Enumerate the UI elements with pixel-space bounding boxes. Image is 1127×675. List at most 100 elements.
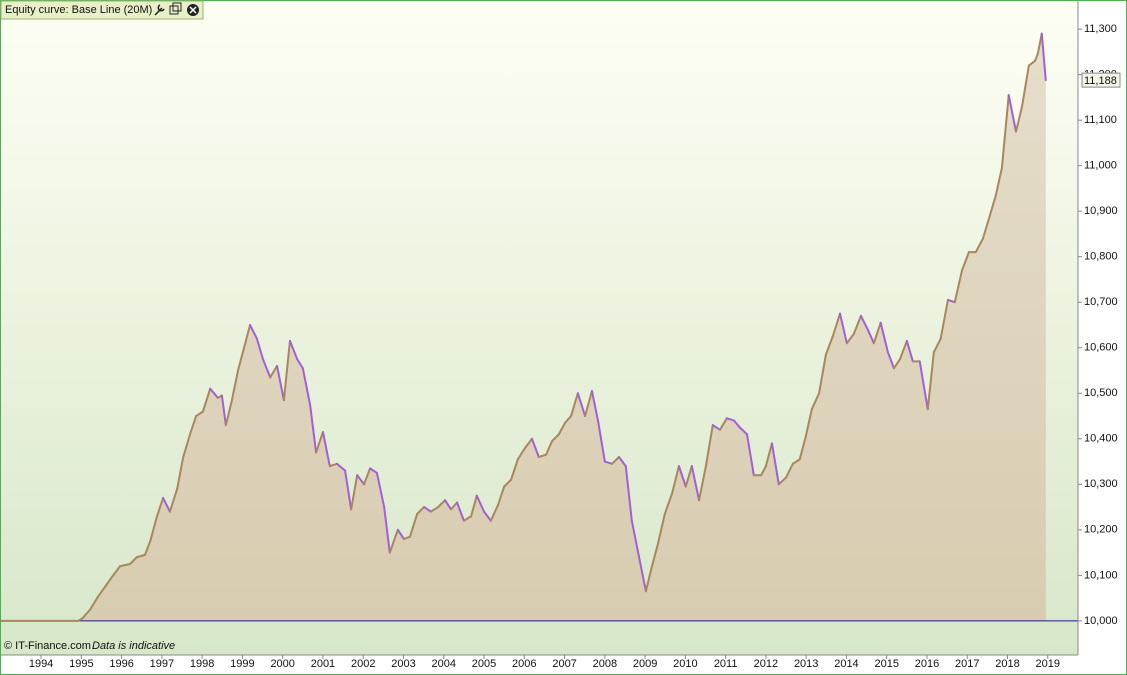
line-segment <box>243 323 252 349</box>
line-segment <box>563 415 573 424</box>
y-tick-label: 10,700 <box>1084 296 1118 308</box>
line-segment <box>918 360 929 411</box>
line-segment <box>770 442 780 486</box>
line-segment <box>946 298 956 304</box>
x-tick-label: 2019 <box>1036 658 1060 670</box>
line-segment <box>859 314 869 331</box>
y-tick-label: 11,000 <box>1084 160 1117 172</box>
line-segment <box>429 506 440 513</box>
line-segment <box>269 364 279 379</box>
line-segment <box>831 312 842 338</box>
line-segment <box>677 465 687 488</box>
x-tick-label: 2010 <box>673 658 697 670</box>
x-tick-label: 2001 <box>311 658 335 670</box>
line-segment <box>690 465 701 502</box>
line-segment <box>663 492 674 515</box>
line-segment <box>1021 64 1030 108</box>
line-segment <box>530 437 540 458</box>
line-segment <box>818 353 827 395</box>
line-segment <box>315 430 324 454</box>
x-tick-label: 1995 <box>69 658 93 670</box>
line-segment <box>396 528 405 540</box>
line-segment <box>638 556 647 593</box>
last-value-box <box>1081 72 1121 88</box>
line-segment <box>777 476 788 486</box>
line-segment <box>656 512 666 545</box>
line-segment <box>1007 94 1017 133</box>
line-segment <box>249 323 258 340</box>
line-segment <box>617 455 627 468</box>
line-segment <box>810 392 821 411</box>
settings-icon[interactable] <box>154 4 165 16</box>
line-segment <box>899 339 908 361</box>
line-segment <box>375 471 386 509</box>
line-segment <box>926 351 935 411</box>
line-segment <box>176 455 185 490</box>
y-tick-label: 10,800 <box>1084 251 1118 263</box>
line-segment <box>866 328 875 345</box>
line-segment <box>112 565 122 577</box>
line-segment <box>309 403 318 454</box>
line-segment <box>745 433 755 477</box>
x-tick-label: 2014 <box>834 658 858 670</box>
line-segment <box>156 496 165 518</box>
line-segment <box>596 419 606 463</box>
line-segment <box>981 214 991 240</box>
line-segment <box>905 339 914 363</box>
line-segment <box>557 421 566 436</box>
line-segment <box>516 446 527 461</box>
line-segment <box>483 510 492 522</box>
x-tick-label: 2013 <box>794 658 818 670</box>
line-segment <box>1000 94 1010 169</box>
line-segment <box>96 585 107 600</box>
y-tick-label: 10,100 <box>1084 569 1118 581</box>
line-segment <box>149 515 159 543</box>
y-tick-label: 10,600 <box>1084 342 1118 354</box>
line-segment <box>524 437 533 449</box>
line-segment <box>224 399 233 427</box>
line-segment <box>450 501 459 511</box>
line-segment <box>852 314 862 336</box>
x-tick-label: 2000 <box>270 658 294 670</box>
line-segment <box>350 474 359 511</box>
line-segment <box>129 556 138 565</box>
line-segment <box>301 367 312 406</box>
window-icon[interactable] <box>172 2 182 12</box>
line-segment <box>336 462 347 472</box>
line-segment <box>630 519 641 559</box>
x-tick-label: 2015 <box>874 658 898 670</box>
line-segment <box>738 426 748 436</box>
line-segment <box>363 467 372 486</box>
line-segment <box>89 597 99 611</box>
line-segment <box>760 465 767 477</box>
line-segment <box>988 194 997 217</box>
title-box <box>0 0 204 20</box>
x-tick-label: 2012 <box>754 658 778 670</box>
line-segment <box>839 312 848 345</box>
line-segment <box>236 346 246 372</box>
x-tick-label: 2004 <box>432 658 456 670</box>
window-icons[interactable] <box>154 2 199 16</box>
y-tick-label: 10,500 <box>1084 387 1118 399</box>
line-segment <box>104 574 115 588</box>
line-segment <box>1014 105 1024 133</box>
line-segment <box>321 430 331 468</box>
x-tick-label: 2007 <box>552 658 576 670</box>
line-segment <box>497 485 506 506</box>
window-icon[interactable] <box>169 5 179 15</box>
line-segment <box>296 358 304 370</box>
y-tick-label: 10,200 <box>1084 524 1118 536</box>
line-segment <box>671 465 680 495</box>
line-segment <box>704 424 714 468</box>
line-segment <box>551 433 560 443</box>
line-segment <box>590 389 599 422</box>
footer: © IT-Finance.com <box>4 640 91 652</box>
line-segment <box>503 478 513 488</box>
area-shade <box>0 33 1046 621</box>
line-segment <box>356 474 366 486</box>
line-segment <box>798 435 807 461</box>
close-icon-cross[interactable] <box>189 6 197 14</box>
x-tick-label: 2008 <box>593 658 617 670</box>
